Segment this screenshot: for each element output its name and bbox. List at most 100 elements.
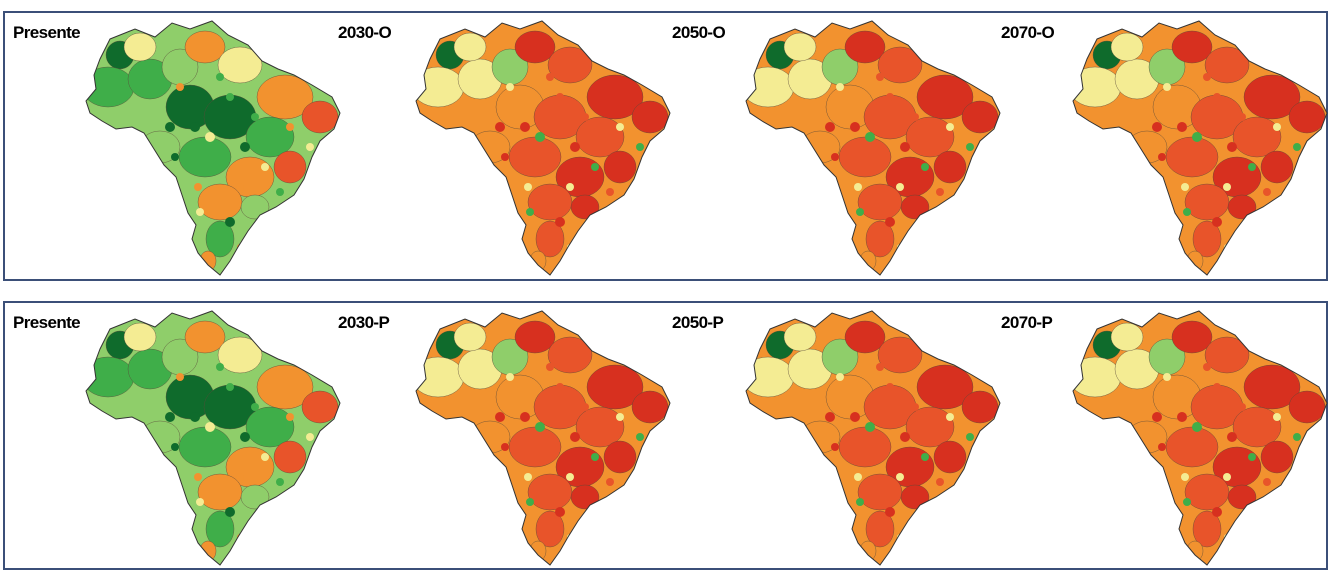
map-region [527, 473, 573, 511]
region-mosaic [416, 311, 670, 565]
map-speckle [506, 373, 514, 381]
map-region [1260, 440, 1294, 474]
map-speckle [1192, 132, 1202, 142]
map-speckle [581, 113, 589, 121]
region-mosaic [746, 21, 1000, 275]
map-speckle [570, 142, 580, 152]
map-region [859, 250, 877, 272]
map-region [746, 66, 795, 108]
map-speckle [495, 412, 505, 422]
map-speckle [251, 113, 259, 121]
map-speckle [1238, 403, 1246, 411]
map-speckle [306, 143, 314, 151]
map-speckle [526, 498, 534, 506]
map-speckle [555, 507, 565, 517]
map-speckle [1158, 153, 1166, 161]
map-speckle [1293, 143, 1301, 151]
map-speckle [556, 93, 564, 101]
country-outline [85, 310, 341, 566]
map-region [301, 100, 339, 134]
map-speckle [524, 183, 532, 191]
map-region [631, 390, 669, 424]
map-speckle [1183, 498, 1191, 506]
map-region [508, 426, 562, 468]
map-speckle [1183, 208, 1191, 216]
map-region [865, 510, 895, 548]
map-speckle [896, 473, 904, 481]
map-speckle [226, 93, 234, 101]
map-region [1227, 194, 1257, 220]
panel-label-2030-p: 2030-P [338, 313, 390, 332]
map-region [123, 32, 157, 62]
map-speckle [240, 142, 250, 152]
map-speckle [535, 132, 545, 142]
map-speckle [556, 383, 564, 391]
top-panel: Presente 2030-O 2050-O 2070-O [3, 11, 1328, 281]
brazil-map-svg [1072, 310, 1328, 566]
map-region [570, 194, 600, 220]
brazil-map-svg [745, 310, 1001, 566]
map-speckle [1213, 383, 1221, 391]
map-region [1232, 116, 1282, 158]
map-speckle [196, 498, 204, 506]
map-speckle [606, 478, 614, 486]
map-region [1110, 322, 1144, 352]
brazil-map-2030-p [410, 307, 675, 569]
map-region [1186, 250, 1204, 272]
region-mosaic [86, 311, 340, 565]
brazil-map-svg [745, 20, 1001, 276]
map-speckle [636, 143, 644, 151]
map-speckle [1163, 373, 1171, 381]
map-region [1184, 473, 1230, 511]
map-region [783, 32, 817, 62]
map-region [245, 116, 295, 158]
region-mosaic [746, 311, 1000, 565]
map-speckle [190, 412, 200, 422]
map-speckle [506, 83, 514, 91]
country-outline [85, 20, 341, 276]
map-speckle [896, 183, 904, 191]
map-region [961, 390, 999, 424]
map-region [933, 440, 967, 474]
map-speckle [876, 363, 884, 371]
brazil-map-svg [1072, 20, 1328, 276]
map-speckle [825, 412, 835, 422]
map-speckle [546, 73, 554, 81]
map-region [123, 322, 157, 352]
map-region [844, 30, 886, 64]
map-speckle [1181, 473, 1189, 481]
map-speckle [176, 83, 184, 91]
map-speckle [190, 122, 200, 132]
map-region [240, 194, 270, 220]
map-region [1073, 66, 1122, 108]
map-region [1288, 390, 1326, 424]
map-speckle [276, 188, 284, 196]
map-region [1243, 364, 1301, 410]
map-region [199, 540, 217, 562]
map-speckle [946, 123, 954, 131]
map-speckle [165, 412, 175, 422]
map-speckle [306, 433, 314, 441]
map-speckle [1263, 478, 1271, 486]
country-outline [415, 310, 671, 566]
map-region [865, 220, 895, 258]
map-speckle [616, 413, 624, 421]
country-outline [1072, 20, 1328, 276]
map-region [916, 74, 974, 120]
map-region [783, 322, 817, 352]
map-region [205, 220, 235, 258]
map-speckle [1152, 122, 1162, 132]
map-region [1171, 30, 1213, 64]
map-region [1232, 406, 1282, 448]
map-speckle [276, 478, 284, 486]
map-speckle [501, 443, 509, 451]
map-speckle [236, 183, 244, 191]
map-region [1243, 74, 1301, 120]
map-speckle [225, 217, 235, 227]
panel-label-2050-p: 2050-P [672, 313, 724, 332]
map-speckle [616, 123, 624, 131]
map-region [575, 406, 625, 448]
panel-label-present-top: Presente [13, 23, 81, 42]
brazil-map-present-bottom [80, 307, 345, 569]
brazil-map-2050-p [740, 307, 1005, 569]
